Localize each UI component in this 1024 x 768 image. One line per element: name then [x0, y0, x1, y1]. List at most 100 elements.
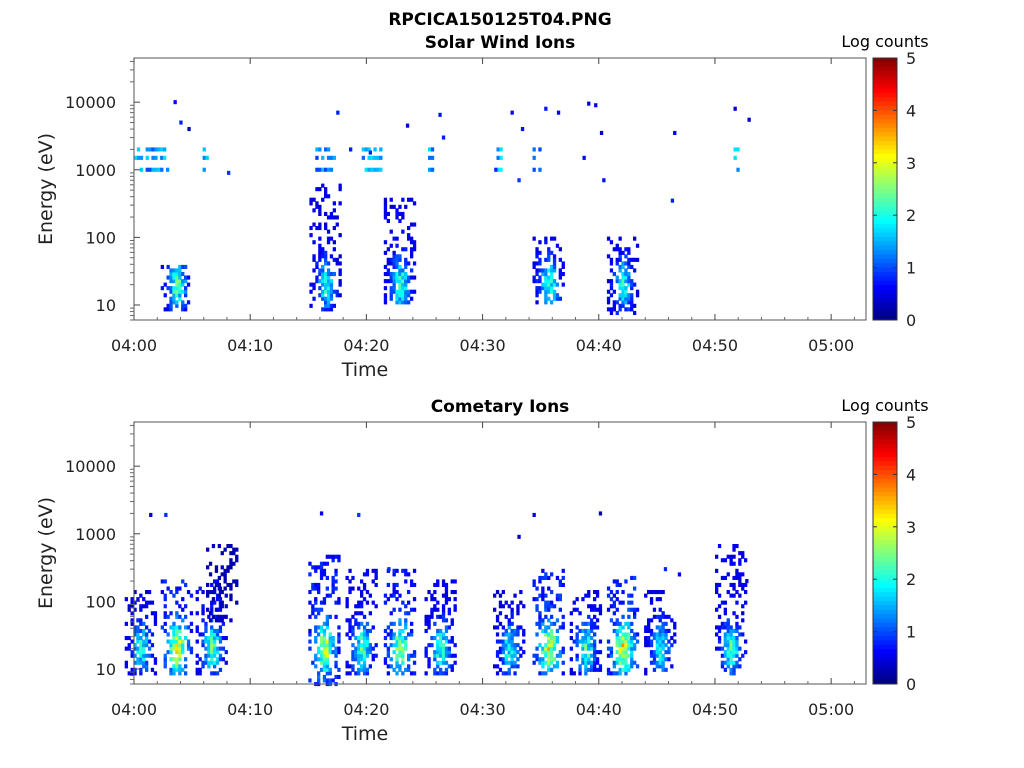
heatmap-cell [206, 565, 210, 570]
heatmap-cell [741, 586, 745, 591]
heatmap-cell [348, 664, 352, 669]
heatmap-cell [618, 600, 622, 605]
heatmap-cell [550, 639, 554, 644]
heatmap-cell [398, 593, 402, 598]
heatmap-cell [404, 667, 408, 672]
heatmap-cell [398, 653, 402, 658]
heatmap-cell [210, 657, 214, 662]
heatmap-cell [738, 632, 742, 637]
colorbar-segment [873, 587, 897, 593]
heatmap-cell [401, 636, 405, 641]
heatmap-cell [383, 201, 388, 206]
heatmap-cell [602, 178, 606, 183]
heatmap-cell [311, 586, 315, 591]
heatmap-cell [664, 628, 668, 633]
heatmap-cell [720, 600, 725, 605]
heatmap-cell [374, 643, 378, 648]
heatmap-cell [235, 554, 239, 559]
heatmap-cell [606, 593, 611, 598]
heatmap-cell [430, 643, 434, 648]
heatmap-cell [436, 639, 440, 644]
heatmap-cell [538, 643, 542, 648]
heatmap-cell [181, 618, 185, 623]
heatmap-cell [324, 211, 328, 216]
heatmap-cell [217, 544, 221, 549]
heatmap-cell [720, 558, 725, 563]
heatmap-cell [336, 110, 340, 115]
heatmap-cell [184, 582, 188, 587]
heatmap-cell [160, 264, 164, 269]
heatmap-cell [595, 618, 600, 623]
heatmap-cell [615, 607, 619, 612]
heatmap-cell [720, 653, 725, 658]
heatmap-cell [655, 660, 659, 665]
heatmap-cell [535, 268, 539, 273]
heatmap-cell [328, 639, 332, 644]
heatmap-cell [324, 147, 328, 152]
plot-area [133, 57, 867, 321]
heatmap-cell [624, 254, 628, 259]
heatmap-cell [412, 607, 417, 612]
heatmap-cell [598, 611, 603, 616]
heatmap-cell [175, 632, 179, 637]
heatmap-cell [436, 660, 440, 665]
colorbar-segment [873, 518, 897, 523]
heatmap-cell [729, 646, 733, 651]
heatmap-cell [201, 604, 205, 609]
heatmap-cell [569, 657, 573, 662]
heatmap-cell [198, 632, 202, 637]
heatmap-cell [735, 625, 739, 630]
heatmap-cell [658, 625, 662, 630]
heatmap-cell [658, 618, 662, 623]
heatmap-cell [383, 208, 388, 213]
heatmap-cell [317, 646, 321, 651]
heatmap-cell [544, 625, 548, 630]
heatmap-cell [547, 646, 551, 651]
heatmap-cell [436, 607, 440, 612]
heatmap-cell [447, 653, 451, 658]
heatmap-cell [633, 607, 637, 612]
heatmap-cell [163, 611, 167, 616]
heatmap-cell [561, 264, 565, 269]
heatmap-cell [184, 293, 188, 298]
heatmap-cell [348, 618, 352, 623]
heatmap-cell [175, 268, 179, 273]
heatmap-cell [436, 579, 440, 584]
heatmap-cell [738, 582, 742, 587]
heatmap-cell [441, 671, 446, 676]
heatmap-cell [649, 618, 654, 623]
heatmap-cell [145, 643, 149, 648]
heatmap-cell [552, 604, 557, 609]
heatmap-cell [325, 561, 329, 566]
heatmap-cell [383, 593, 388, 598]
heatmap-cell [218, 590, 223, 595]
heatmap-cell [215, 636, 220, 641]
heatmap-cell [732, 636, 736, 641]
heatmap-cell [550, 590, 554, 595]
heatmap-cell [392, 636, 396, 641]
heatmap-cell [220, 551, 224, 556]
colorbar-segment [873, 184, 897, 190]
heatmap-cell [360, 593, 364, 598]
heatmap-cell [321, 272, 325, 277]
heatmap-cell [621, 625, 625, 630]
heatmap-cell [309, 233, 313, 238]
heatmap-cell [338, 268, 342, 273]
heatmap-cell [392, 264, 396, 269]
heatmap-cell [615, 590, 619, 595]
heatmap-cell [433, 607, 437, 612]
heatmap-cell [160, 147, 164, 152]
heatmap-cell [439, 653, 443, 658]
heatmap-cell [145, 155, 149, 160]
heatmap-cell [322, 664, 327, 669]
heatmap-cell [493, 607, 497, 612]
heatmap-cell [130, 604, 134, 609]
heatmap-cell [513, 632, 517, 637]
heatmap-cell [398, 286, 402, 291]
heatmap-cell [326, 282, 331, 287]
heatmap-cell [175, 625, 179, 630]
heatmap-cell [379, 147, 383, 152]
heatmap-cell [213, 650, 217, 655]
heatmap-cell [383, 250, 388, 255]
heatmap-cell [223, 568, 227, 573]
